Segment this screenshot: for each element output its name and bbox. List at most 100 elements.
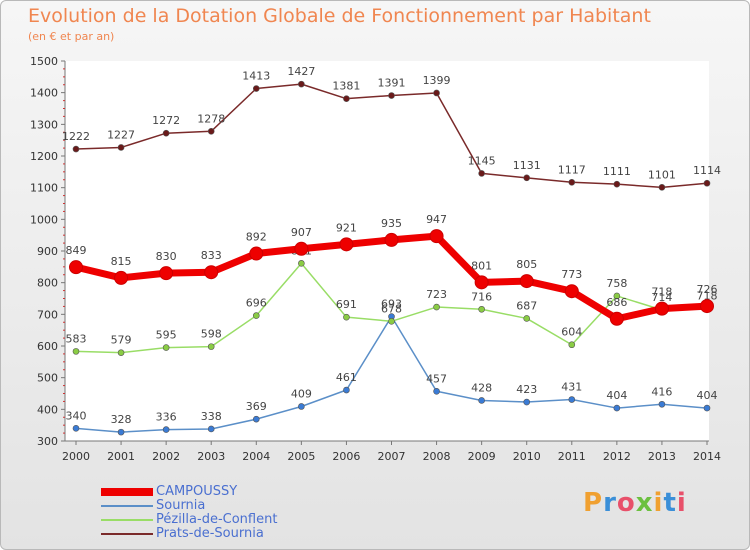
data-label: 1222 (62, 130, 90, 143)
legend-swatch (101, 505, 153, 507)
x-tick-label: 2002 (152, 450, 180, 463)
legend-swatch (101, 533, 153, 535)
data-label: 598 (201, 328, 222, 341)
y-tick-label: 300 (37, 435, 58, 448)
y-tick-label: 800 (37, 277, 58, 290)
data-label: 431 (561, 381, 582, 394)
x-tick-label: 2000 (62, 450, 90, 463)
x-tick-label: 2009 (468, 450, 496, 463)
data-label: 947 (426, 213, 447, 226)
data-point (474, 275, 489, 290)
data-point (162, 129, 170, 137)
data-point (298, 403, 305, 410)
chart-title: Evolution de la Dotation Globale de Fonc… (28, 5, 651, 27)
data-label: 687 (516, 299, 537, 312)
x-tick-label: 2004 (242, 450, 270, 463)
data-point (343, 95, 350, 102)
data-label: 718 (697, 290, 718, 303)
data-label: 340 (66, 409, 87, 422)
data-point (294, 241, 309, 256)
data-label: 815 (111, 255, 132, 268)
legend-label: CAMPOUSSY (156, 484, 238, 499)
data-point (478, 305, 485, 313)
data-label: 849 (66, 244, 87, 257)
data-point (114, 270, 129, 285)
data-label: 921 (336, 221, 357, 234)
x-tick-label: 2006 (332, 450, 360, 463)
data-label: 1399 (423, 74, 451, 87)
data-label: 907 (291, 226, 312, 239)
data-point (388, 317, 395, 325)
data-label: 830 (156, 250, 177, 263)
logo-letter: o (616, 488, 636, 518)
data-label: 404 (697, 389, 718, 402)
data-label: 338 (201, 410, 222, 423)
data-label: 1131 (513, 159, 541, 172)
x-tick-label: 2003 (197, 450, 225, 463)
x-tick-label: 2001 (107, 450, 135, 463)
y-tick-label: 600 (37, 340, 58, 353)
x-tick-label: 2011 (558, 450, 586, 463)
data-label: 423 (516, 383, 537, 396)
logo-letter: i (676, 488, 687, 518)
proxiti-logo: Proxiti (583, 488, 687, 518)
data-point (343, 313, 350, 321)
data-label: 428 (471, 381, 492, 394)
x-tick-label: 2013 (648, 450, 676, 463)
data-point (700, 299, 714, 314)
y-tick-label: 1300 (30, 118, 58, 131)
data-point (613, 292, 621, 300)
data-label: 801 (471, 259, 492, 272)
data-point (339, 237, 354, 252)
data-point (568, 341, 576, 349)
logo-letter: r (603, 488, 617, 518)
data-point (159, 266, 174, 281)
data-point (72, 145, 80, 153)
chart-subtitle: (en € et par an) (28, 30, 115, 43)
data-label: 1272 (152, 114, 180, 127)
data-point (433, 387, 440, 395)
logo-letter: x (635, 488, 654, 518)
data-label: 892 (246, 231, 267, 244)
x-tick-label: 2010 (513, 450, 541, 463)
data-point (117, 144, 125, 151)
data-point (658, 184, 666, 191)
data-label: 691 (336, 298, 357, 311)
data-label: 805 (516, 258, 537, 271)
data-label: 604 (561, 326, 582, 339)
data-point (478, 170, 485, 177)
data-point (69, 260, 83, 275)
data-point (162, 426, 170, 433)
data-point (204, 265, 219, 280)
legend-label: Sournia (156, 498, 206, 513)
y-tick-label: 1200 (30, 150, 58, 163)
data-label: 1111 (603, 165, 631, 178)
data-point (252, 312, 260, 319)
x-tick-label: 2005 (287, 450, 315, 463)
data-label: 457 (426, 372, 447, 385)
data-point (613, 180, 621, 188)
data-label: 404 (606, 389, 627, 402)
data-label: 328 (111, 413, 132, 426)
data-label: 726 (697, 283, 718, 296)
data-point (207, 425, 215, 433)
x-tick-label: 2014 (693, 450, 721, 463)
data-label: 595 (156, 329, 177, 342)
data-point (207, 343, 215, 350)
data-label: 718 (651, 286, 672, 299)
data-label: 409 (291, 387, 312, 400)
data-point (429, 229, 444, 244)
data-point (658, 400, 666, 408)
data-point (523, 315, 531, 322)
data-label: 1278 (197, 112, 225, 125)
data-label: 461 (336, 371, 357, 384)
data-point (519, 274, 534, 289)
data-point (523, 398, 531, 406)
data-point (207, 128, 215, 135)
data-label: 678 (381, 302, 402, 315)
data-label: 714 (651, 291, 672, 304)
data-label: 1101 (648, 168, 676, 181)
y-tick-label: 1500 (30, 55, 58, 68)
data-label: 1114 (693, 164, 721, 177)
